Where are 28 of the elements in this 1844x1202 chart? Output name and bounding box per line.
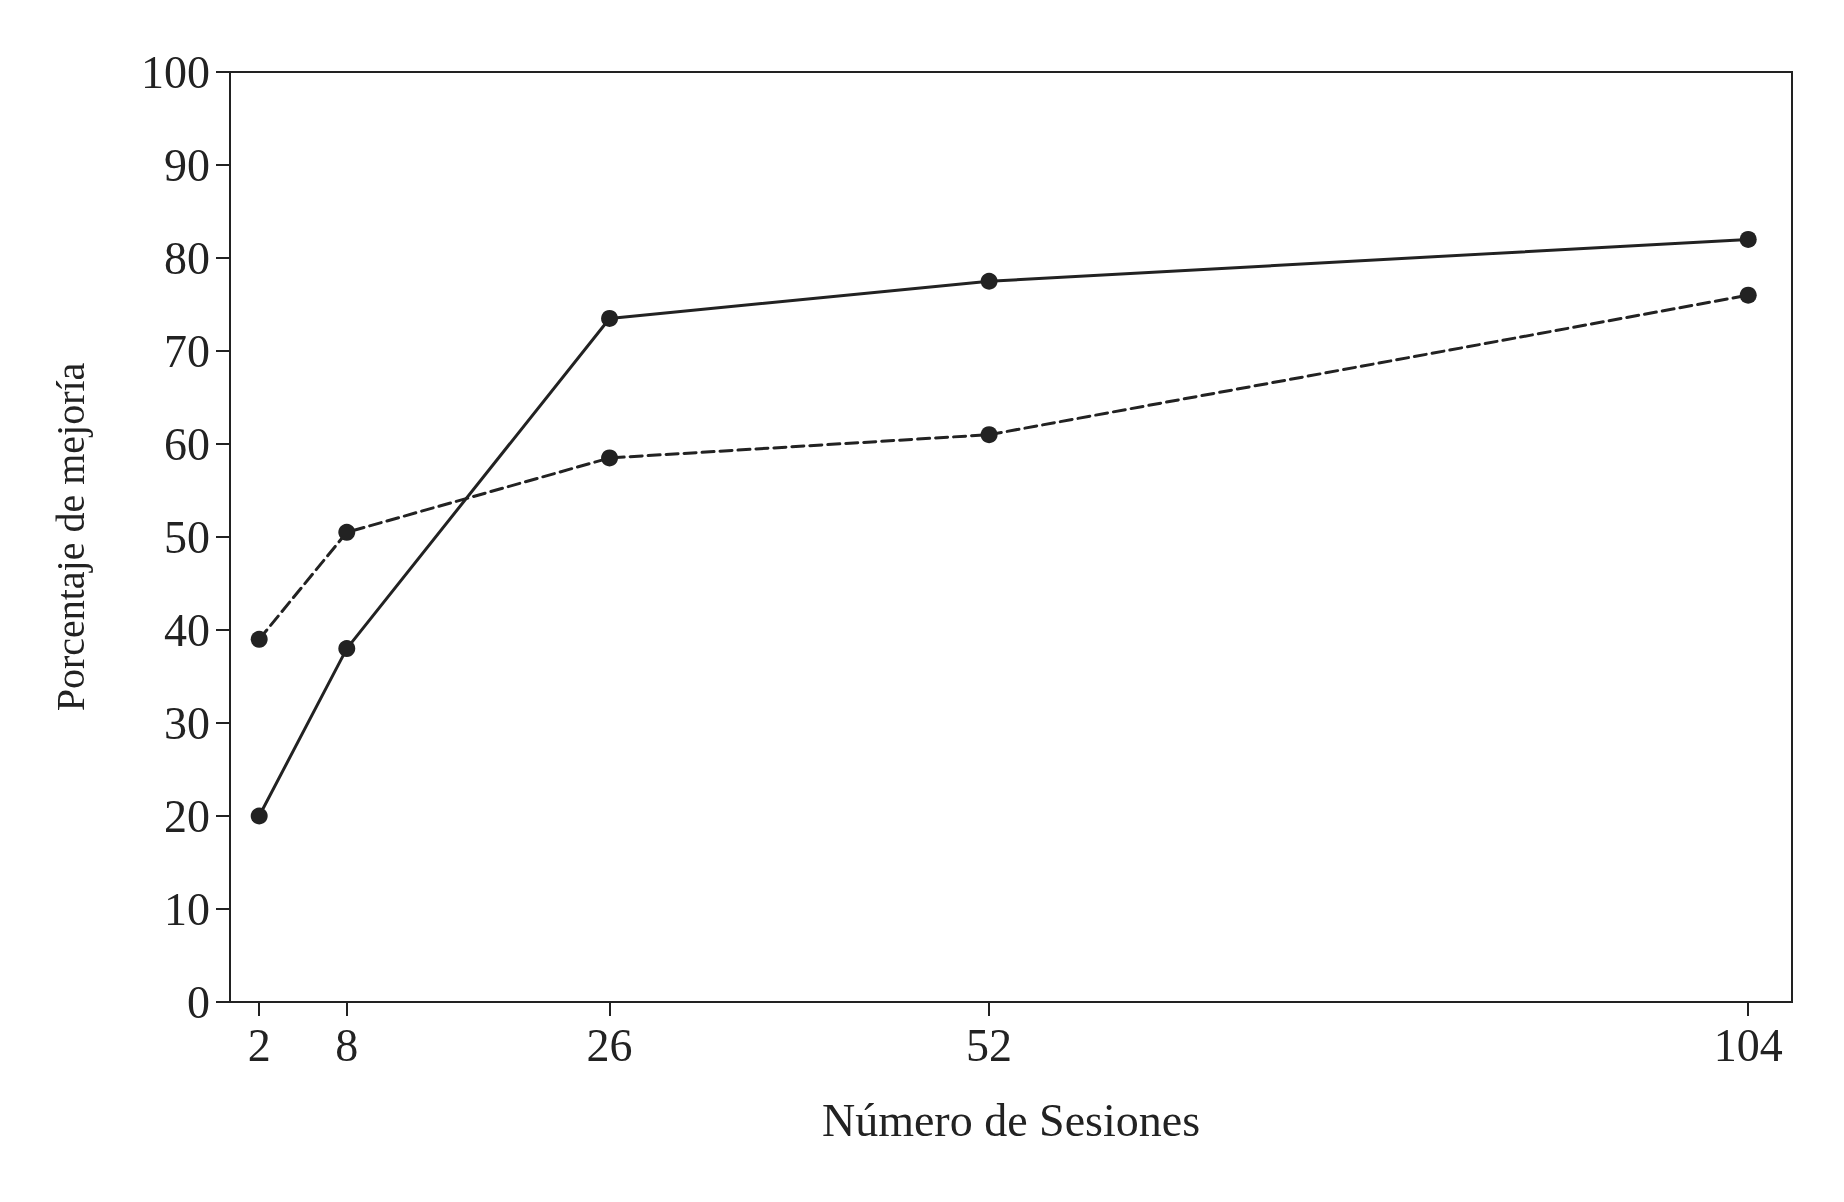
point (601, 449, 619, 467)
y-tick-label: 100 (141, 46, 210, 98)
y-tick-label: 10 (164, 883, 210, 935)
y-tick-label: 80 (164, 232, 210, 284)
point (338, 523, 356, 541)
point (1739, 286, 1757, 304)
x-tick-label: 26 (586, 1019, 633, 1071)
y-tick-label: 50 (164, 511, 210, 563)
point (338, 640, 356, 658)
y-tick-label: 60 (164, 418, 210, 470)
y-axis-title: Porcentaje de mejoría (47, 362, 93, 712)
y-tick-label: 20 (164, 790, 210, 842)
x-tick-label: 52 (966, 1019, 1013, 1071)
point (601, 309, 619, 327)
y-tick-label: 90 (164, 139, 210, 191)
y-tick-label: 40 (164, 604, 210, 656)
point (250, 807, 268, 825)
x-tick-label: 104 (1713, 1019, 1783, 1071)
point (980, 272, 998, 290)
y-tick-label: 70 (164, 325, 210, 377)
y-tick-label: 0 (187, 976, 210, 1028)
y-tick-label: 30 (164, 697, 210, 749)
point (250, 630, 268, 648)
point (1739, 230, 1757, 248)
point (980, 426, 998, 444)
x-tick-label: 2 (247, 1019, 271, 1071)
x-tick-label: 8 (335, 1019, 359, 1071)
x-axis-title: Número de Sesiones (821, 1094, 1201, 1146)
